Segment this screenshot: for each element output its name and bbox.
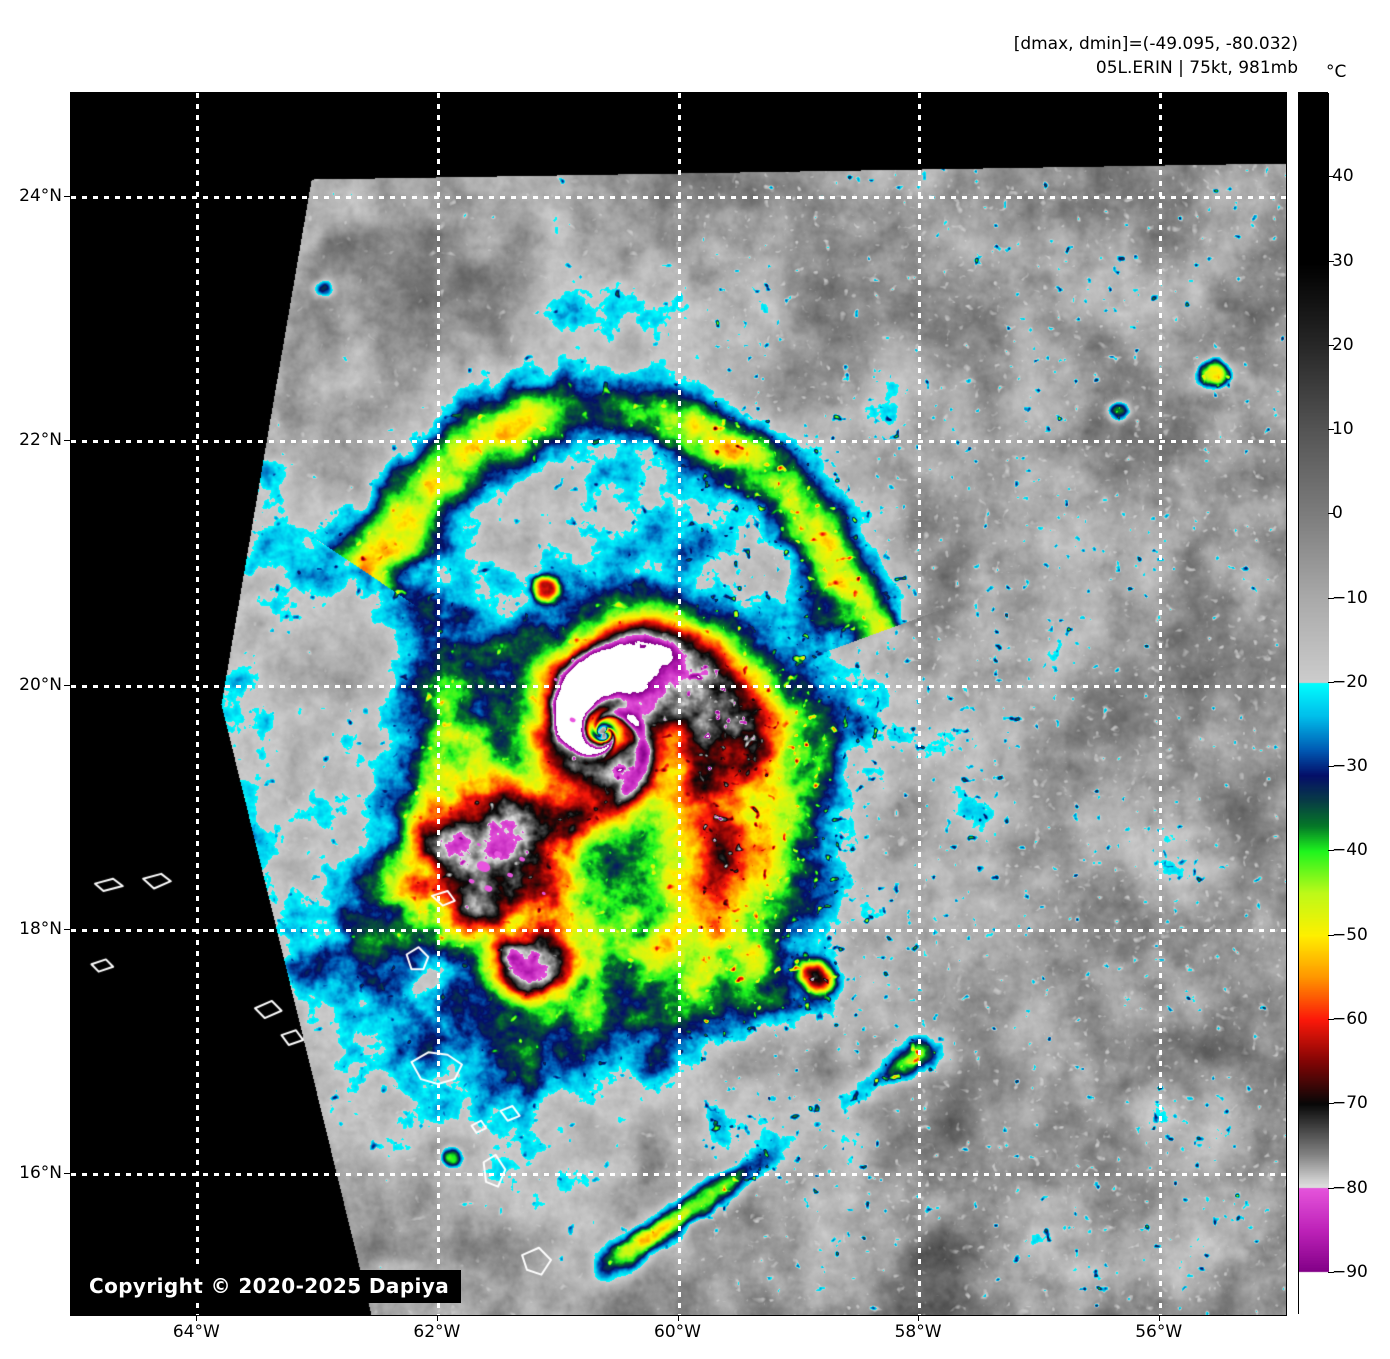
colorbar-gradient xyxy=(1299,93,1329,1315)
colorbar-tick-9: −50 xyxy=(1332,924,1368,945)
xtick-label-1: 62°W xyxy=(413,1322,461,1342)
ytick-text-4: 16°N xyxy=(19,1163,62,1184)
colorbar-tick-2: 20 xyxy=(1332,334,1354,355)
colorbar-tickmark-7 xyxy=(1328,766,1334,768)
colorbar-tick-7: −30 xyxy=(1332,756,1368,777)
colorbar-tickmark-0 xyxy=(1328,176,1334,178)
copyright-banner: Copyright © 2020-2025 Dapiya xyxy=(79,1270,462,1303)
xtick-label-3: 58°W xyxy=(894,1322,942,1342)
xtick-mark-4 xyxy=(1158,1315,1160,1321)
satellite-image-panel: Copyright © 2020-2025 Dapiya xyxy=(70,92,1287,1316)
xtick-label-2: 60°W xyxy=(654,1322,701,1342)
colorbar-tickmark-3 xyxy=(1328,429,1334,431)
colorbar-tick-10: −60 xyxy=(1332,1009,1368,1030)
ytick-text-0: 24°N xyxy=(19,185,62,206)
ytick-text-1: 22°N xyxy=(19,430,62,451)
colorbar-tickmark-2 xyxy=(1328,344,1334,346)
colorbar-tick-1: 30 xyxy=(1332,250,1354,271)
ytick-text-3: 18°N xyxy=(19,919,62,940)
colorbar-tickmark-12 xyxy=(1328,1187,1334,1189)
xtick-mark-1 xyxy=(436,1315,438,1321)
ytick-mark-4 xyxy=(64,1173,70,1175)
colorbar-tickmark-11 xyxy=(1328,1103,1334,1105)
ytick-mark-3 xyxy=(64,929,70,931)
colorbar-tickmark-5 xyxy=(1328,597,1334,599)
colorbar-tick-5: −10 xyxy=(1332,587,1368,608)
ytick-mark-1 xyxy=(64,440,70,442)
colorbar-tick-13: −90 xyxy=(1332,1261,1368,1282)
colorbar-tick-6: −20 xyxy=(1332,671,1368,692)
satellite-imagery xyxy=(71,93,1286,1315)
colorbar-tickmark-6 xyxy=(1328,681,1334,683)
colorbar-tick-0: 40 xyxy=(1332,166,1354,187)
xtick-mark-3 xyxy=(918,1315,920,1321)
colorbar-tickmark-1 xyxy=(1328,260,1334,262)
colorbar-tickmark-4 xyxy=(1328,513,1334,515)
xtick-label-0: 64°W xyxy=(172,1322,220,1342)
xtick-mark-0 xyxy=(196,1315,198,1321)
colorbar-unit-label: °C xyxy=(1326,62,1347,82)
colorbar-tickmark-13 xyxy=(1328,1271,1334,1273)
colorbar-tick-12: −80 xyxy=(1332,1177,1368,1198)
colorbar-tick-3: 10 xyxy=(1332,419,1354,440)
ytick-mark-0 xyxy=(64,195,70,197)
xtick-label-4: 56°W xyxy=(1135,1322,1183,1342)
xtick-mark-2 xyxy=(677,1315,679,1321)
colorbar xyxy=(1298,92,1329,1315)
colorbar-tick-11: −70 xyxy=(1332,1093,1368,1114)
colorbar-tick-8: −40 xyxy=(1332,840,1368,861)
dmax-dmin-readout: [dmax, dmin]=(-49.095, -80.032) xyxy=(1013,34,1298,54)
colorbar-tickmark-8 xyxy=(1328,850,1334,852)
colorbar-tickmark-10 xyxy=(1328,1019,1334,1021)
ytick-mark-2 xyxy=(64,684,70,686)
ytick-text-2: 20°N xyxy=(19,674,62,695)
colorbar-tickmark-9 xyxy=(1328,934,1334,936)
metadata-block: [dmax, dmin]=(-49.095, -80.032) 05L.ERIN… xyxy=(1014,32,1298,80)
colorbar-tick-4: 0 xyxy=(1332,503,1343,524)
storm-info-readout: 05L.ERIN | 75kt, 981mb xyxy=(1095,58,1298,78)
